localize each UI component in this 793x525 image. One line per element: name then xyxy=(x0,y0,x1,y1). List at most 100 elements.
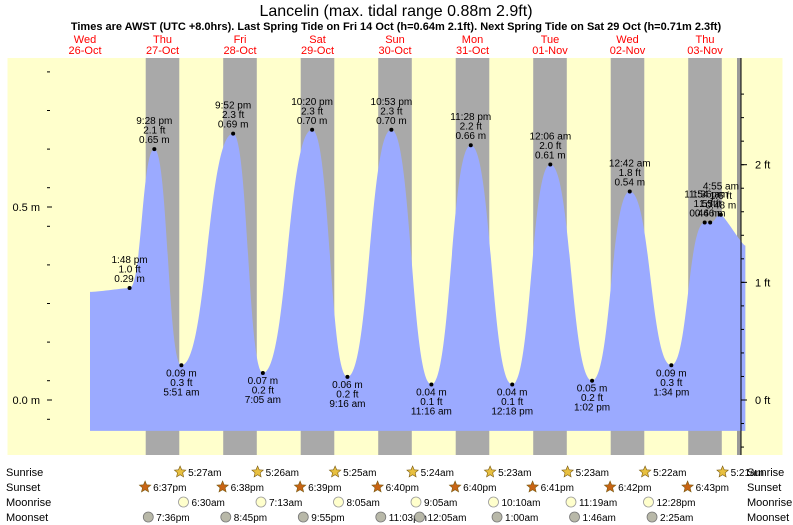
tide-label: 0.2 ft xyxy=(252,385,274,396)
row-label-left: Sunrise xyxy=(6,467,43,479)
tide-label: 0.61 m xyxy=(535,151,566,162)
sunset-time: 6:43pm xyxy=(696,483,729,494)
tide-point xyxy=(231,131,236,136)
day-date: 30-Oct xyxy=(378,45,411,57)
sunrise-time: 5:21am xyxy=(731,468,764,479)
tide-point xyxy=(708,220,713,225)
sunrise-icon xyxy=(638,465,652,478)
sunset-icon xyxy=(371,480,385,493)
tide-label: 0.70 m xyxy=(376,116,407,127)
sunset-icon xyxy=(526,480,540,493)
sunset-time: 6:40pm xyxy=(463,483,496,494)
row-label-right: Moonset xyxy=(747,512,789,524)
y-tick-label-m: 0.0 m xyxy=(12,395,40,407)
tide-point xyxy=(718,212,723,217)
sunrise-time: 5:27am xyxy=(188,468,221,479)
moonrise-time: 11:19am xyxy=(579,498,617,509)
tide-point xyxy=(590,378,595,383)
moonset-icon xyxy=(375,511,387,523)
sunset-icon xyxy=(216,480,230,493)
tide-label: 10:53 pm xyxy=(371,97,413,108)
moonset-icon xyxy=(491,511,503,523)
tide-point xyxy=(260,370,265,375)
moonset-icon xyxy=(414,511,425,523)
day-date: 29-Oct xyxy=(301,45,334,57)
moonrise-icon xyxy=(643,496,654,508)
tide-label: 0.09 m xyxy=(166,368,197,379)
sunset-icon xyxy=(138,480,152,493)
tide-label: 0.05 m xyxy=(577,384,608,395)
day-name: Thu xyxy=(153,34,172,46)
y-tick-label-ft: 2 ft xyxy=(755,160,770,172)
sunset-time: 6:37pm xyxy=(153,483,186,494)
sunrise-icon xyxy=(328,465,342,478)
tide-label: 11:16 am xyxy=(411,407,452,418)
sunrise-icon xyxy=(251,465,265,478)
sunrise-icon xyxy=(173,465,187,478)
moonrise-time: 6:30am xyxy=(191,498,224,509)
moonrise-icon xyxy=(255,496,267,508)
tide-label: 2.0 ft xyxy=(539,141,561,152)
tide-label: 0.46 m xyxy=(689,208,720,219)
sunset-icon xyxy=(603,480,617,493)
day-name: Sat xyxy=(309,34,326,46)
tide-point xyxy=(702,220,707,225)
tide-label: 5:51 am xyxy=(163,387,199,398)
sunrise-icon xyxy=(406,465,420,478)
tide-label: 12:18 pm xyxy=(491,407,533,418)
sunrise-time: 5:24am xyxy=(421,468,454,479)
tide-label: 0.29 m xyxy=(114,274,145,285)
sunset-time: 6:39pm xyxy=(308,483,341,494)
day-date: 31-Oct xyxy=(456,45,489,57)
tide-point xyxy=(669,363,674,368)
moonrise-time: 12:28pm xyxy=(656,498,695,509)
tide-label: 0.09 m xyxy=(656,368,687,379)
tide-label: 0.69 m xyxy=(218,120,249,131)
tide-label: 0.06 m xyxy=(332,380,363,391)
moonrise-icon xyxy=(333,496,344,508)
day-date: 27-Oct xyxy=(146,45,179,57)
tide-label: 1:36 am xyxy=(692,189,728,200)
sunrise-time: 5:22am xyxy=(653,468,686,479)
tide-label: 0.66 m xyxy=(455,131,486,142)
row-label-right: Moonrise xyxy=(747,497,792,509)
tide-label: 0.46 m xyxy=(695,208,726,219)
tide-label: 2.1 ft xyxy=(143,126,165,137)
tide-point xyxy=(468,143,473,148)
tide-label: 0.1 ft xyxy=(501,397,523,408)
tide-label: 0.3 ft xyxy=(660,378,682,389)
chart-subtitle: Times are AWST (UTC +8.0hrs). Last Sprin… xyxy=(71,21,722,33)
tide-label: 1.6 ft xyxy=(710,191,732,202)
tide-label: 0.48 m xyxy=(706,201,737,212)
tide-label: 0.2 ft xyxy=(336,389,358,400)
row-label-right: Sunset xyxy=(747,482,781,494)
tide-point xyxy=(179,363,184,368)
moonset-time: 8:45pm xyxy=(234,513,267,524)
tide-label: 1.5 ft xyxy=(694,199,716,210)
moonrise-icon xyxy=(488,496,499,508)
tide-label: 9:28 pm xyxy=(136,116,172,127)
moonset-icon xyxy=(142,511,154,523)
tide-label: 2.3 ft xyxy=(380,106,402,117)
sunset-time: 6:40pm xyxy=(386,483,419,494)
tide-point xyxy=(310,127,315,132)
tide-point xyxy=(429,382,434,387)
tide-label: 0.04 m xyxy=(497,388,528,399)
tide-label: 2.2 ft xyxy=(460,122,482,133)
moonset-time: 1:46am xyxy=(583,513,616,524)
tide-label: 10:20 pm xyxy=(291,97,333,108)
tide-point xyxy=(627,189,632,194)
sunrise-icon xyxy=(561,465,575,478)
tide-label: 1:02 pm xyxy=(574,403,610,414)
sunrise-time: 5:25am xyxy=(343,468,376,479)
sunset-icon xyxy=(293,480,307,493)
moonset-time: 7:36pm xyxy=(156,513,189,524)
day-name: Wed xyxy=(74,34,96,46)
moonrise-time: 8:05am xyxy=(346,498,379,509)
tide-label: 11:28 pm xyxy=(450,112,491,123)
y-tick-label-ft: 1 ft xyxy=(755,277,770,289)
sunrise-time: 5:23am xyxy=(576,468,609,479)
tide-point xyxy=(152,147,157,152)
moonset-icon xyxy=(646,511,658,523)
sunrise-icon xyxy=(716,465,730,478)
